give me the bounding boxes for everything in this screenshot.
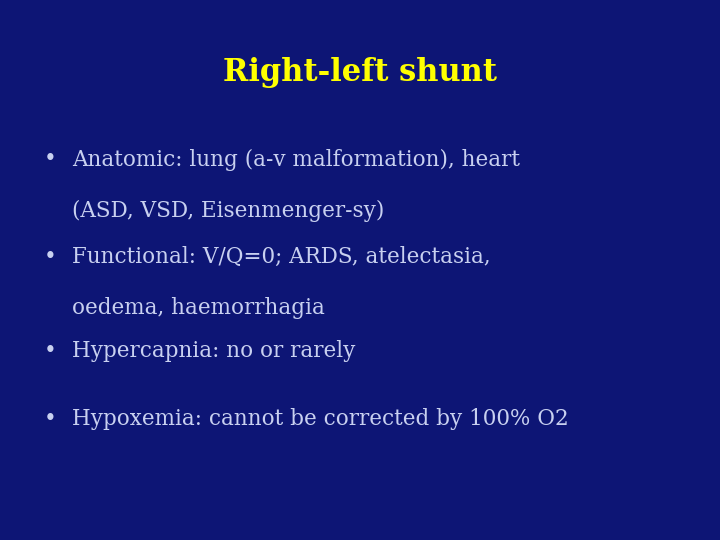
- Text: Hypoxemia: cannot be corrected by 100% O2: Hypoxemia: cannot be corrected by 100% O…: [72, 408, 569, 430]
- Text: •: •: [44, 148, 57, 171]
- Text: Right-left shunt: Right-left shunt: [223, 57, 497, 87]
- Text: •: •: [44, 408, 57, 430]
- Text: •: •: [44, 246, 57, 268]
- Text: Anatomic: lung (a-v malformation), heart: Anatomic: lung (a-v malformation), heart: [72, 148, 520, 171]
- Text: oedema, haemorrhagia: oedema, haemorrhagia: [72, 297, 325, 319]
- Text: •: •: [44, 340, 57, 362]
- Text: Functional: V/Q=0; ARDS, atelectasia,: Functional: V/Q=0; ARDS, atelectasia,: [72, 246, 490, 268]
- Text: Hypercapnia: no or rarely: Hypercapnia: no or rarely: [72, 340, 356, 362]
- Text: (ASD, VSD, Eisenmenger-sy): (ASD, VSD, Eisenmenger-sy): [72, 200, 384, 222]
